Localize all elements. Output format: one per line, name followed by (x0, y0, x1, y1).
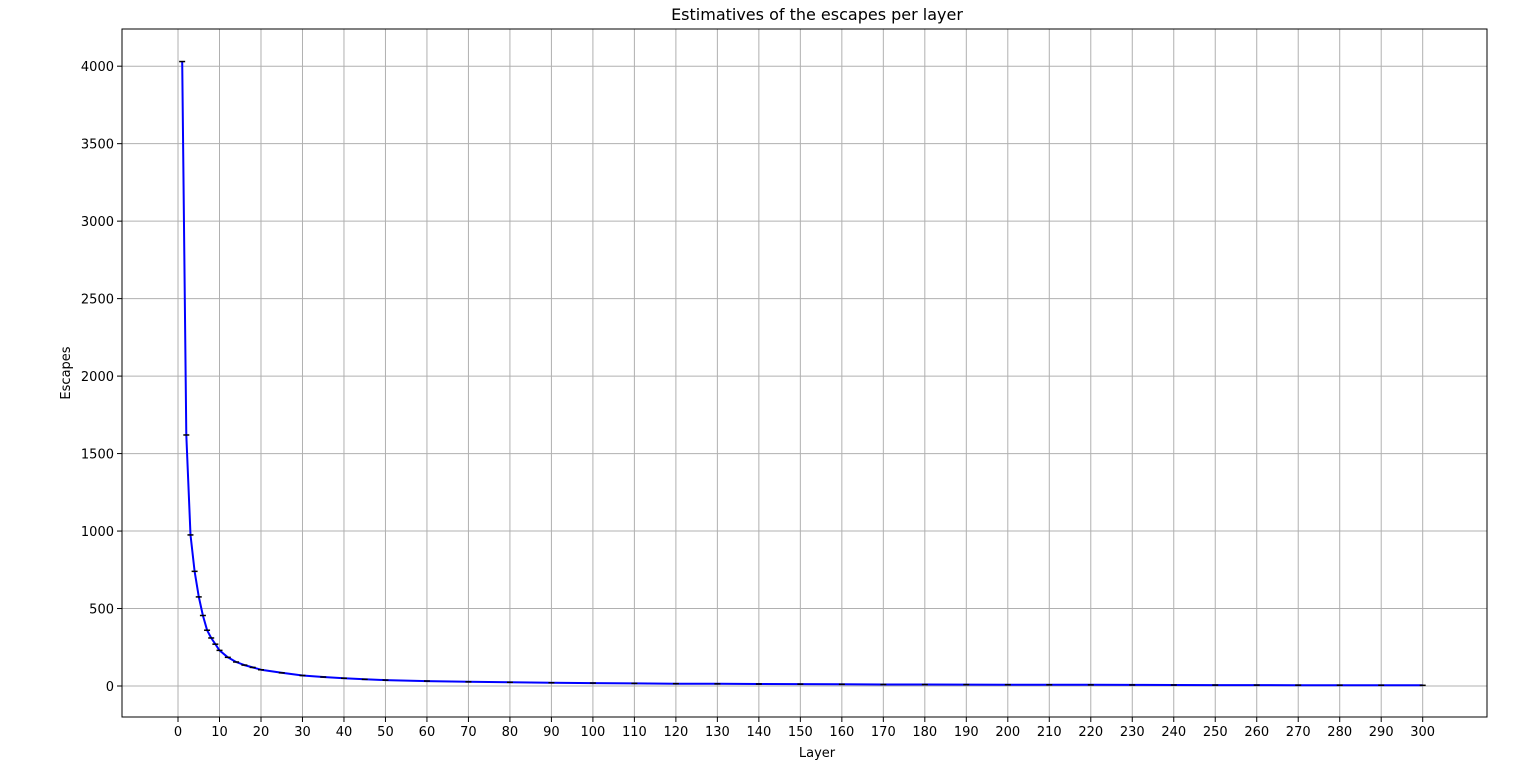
x-tick-label: 140 (746, 725, 771, 740)
x-tick-label: 280 (1327, 725, 1352, 740)
y-tick-label: 4000 (81, 60, 114, 75)
y-tick-label: 1500 (81, 448, 114, 463)
series-layer (179, 60, 1426, 687)
x-tick-label: 220 (1078, 725, 1103, 740)
x-tick-label: 40 (336, 725, 353, 740)
x-tick-label: 60 (419, 725, 436, 740)
y-tick-label: 2000 (81, 370, 114, 385)
x-tick-label: 230 (1120, 725, 1145, 740)
y-tick-label: 1000 (81, 525, 114, 540)
axis-ticks: 0 10 20 30 40 50 60 70 80 90 100 110 120 130 140 150 160… (81, 60, 1435, 740)
x-tick-label: 90 (543, 725, 560, 740)
chart-title: Estimatives of the escapes per layer (671, 5, 963, 24)
x-tick-label: 110 (622, 725, 647, 740)
y-tick-label: 0 (106, 680, 114, 695)
y-tick-label: 2500 (81, 293, 114, 308)
x-tick-label: 170 (871, 725, 896, 740)
x-tick-label: 20 (253, 725, 270, 740)
x-tick-label: 120 (663, 725, 688, 740)
x-tick-label: 240 (1161, 725, 1186, 740)
x-tick-label: 190 (954, 725, 979, 740)
x-tick-label: 180 (912, 725, 937, 740)
x-tick-label: 30 (294, 725, 311, 740)
y-axis-title: Escapes (59, 346, 74, 399)
x-axis-title: Layer (799, 746, 836, 761)
x-tick-label: 130 (705, 725, 730, 740)
x-tick-label: 0 (174, 725, 182, 740)
y-tick-label: 3500 (81, 138, 114, 153)
x-tick-label: 260 (1244, 725, 1269, 740)
x-tick-label: 250 (1203, 725, 1228, 740)
y-tick-label: 500 (89, 603, 114, 618)
x-tick-label: 200 (995, 725, 1020, 740)
x-tick-label: 160 (829, 725, 854, 740)
plot-area-frame (121, 28, 1488, 718)
x-tick-label: 80 (502, 725, 519, 740)
x-tick-label: 210 (1037, 725, 1062, 740)
x-tick-label: 300 (1410, 725, 1435, 740)
x-tick-label: 50 (377, 725, 394, 740)
x-tick-label: 290 (1369, 725, 1394, 740)
y-tick-label: 3000 (81, 215, 114, 230)
x-tick-label: 10 (211, 725, 228, 740)
x-tick-label: 100 (580, 725, 605, 740)
grid-lines (122, 29, 1487, 717)
x-tick-label: 70 (460, 725, 477, 740)
x-tick-label: 270 (1286, 725, 1311, 740)
x-tick-label: 150 (788, 725, 813, 740)
series-line (181, 61, 1423, 687)
